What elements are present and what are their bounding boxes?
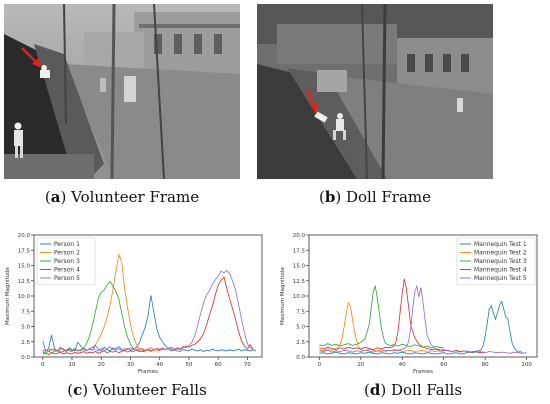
x-tick-label: 40 xyxy=(156,362,163,368)
y-tick-label: 10.0 xyxy=(293,294,306,300)
caption-b-label: b xyxy=(324,188,336,206)
y-tick-label: 17.5 xyxy=(293,248,306,254)
caption-a-text: Volunteer Frame xyxy=(71,188,200,206)
doll-falls-chart: 0.0 2.5 5.0 7.5 10.0 12.5 15.0 17.5 20.0 0 20 40 60 8… xyxy=(280,233,538,375)
legend-label: Person 1 xyxy=(54,241,80,248)
y-tick-label: 15.0 xyxy=(293,264,306,270)
x-tick-label: 30 xyxy=(127,362,134,368)
legend-label: Mannequin Test 4 xyxy=(474,267,527,274)
caption-b-text: Doll Frame xyxy=(345,188,432,206)
x-tick-label: 70 xyxy=(244,362,251,368)
x-tick-label: 60 xyxy=(215,362,222,368)
y-tick-label: 12.5 xyxy=(18,279,31,285)
x-tick-label: 100 xyxy=(521,362,532,368)
y-tick-label: 10.0 xyxy=(18,294,31,300)
x-tick-label: 80 xyxy=(482,362,489,368)
caption-a: (a) Volunteer Frame xyxy=(44,188,200,206)
y-tick-label: 2.5 xyxy=(296,340,305,346)
y-tick-label: 17.5 xyxy=(18,248,31,254)
caption-b: (b) Doll Frame xyxy=(318,188,432,206)
caption-c-label: c xyxy=(73,381,83,399)
volunteer-thermal-frame xyxy=(4,4,240,179)
y-tick-label: 12.5 xyxy=(293,279,306,285)
doll-thermal-image xyxy=(257,4,493,179)
x-tick-label: 10 xyxy=(69,362,76,368)
caption-c: (c) Volunteer Falls xyxy=(67,381,207,399)
legend-frame xyxy=(456,237,536,285)
y-tick-label: 15.0 xyxy=(18,264,31,270)
y-tick-label: 20.0 xyxy=(18,233,31,239)
legend-label: Mannequin Test 5 xyxy=(474,275,527,282)
y-tick-label: 0.0 xyxy=(21,355,30,361)
y-tick-label: 0.0 xyxy=(296,355,305,361)
x-tick-label: 40 xyxy=(399,362,406,368)
legend-label: Mannequin Test 1 xyxy=(474,241,527,248)
x-tick-label: 20 xyxy=(98,362,105,368)
x-axis-label: Frames xyxy=(138,369,158,375)
y-tick-label: 7.5 xyxy=(296,309,305,315)
legend-frame xyxy=(36,237,96,285)
y-axis-label: Maximum Magnitude xyxy=(5,266,11,325)
legend-label: Person 5 xyxy=(54,275,80,282)
legend-label: Person 3 xyxy=(54,258,80,265)
y-tick-label: 5.0 xyxy=(21,325,30,331)
series-line-2 xyxy=(319,301,444,353)
y-tick-label: 20.0 xyxy=(293,233,306,239)
doll-thermal-frame xyxy=(257,4,493,179)
caption-d: (d) Doll Falls xyxy=(363,381,463,399)
y-tick-label: 7.5 xyxy=(21,309,30,315)
series-line-5 xyxy=(42,269,254,353)
series-line-3 xyxy=(42,280,146,354)
series-line-1 xyxy=(319,300,523,355)
volunteer-thermal-image xyxy=(4,4,240,179)
x-tick-label: 0 xyxy=(41,362,45,368)
y-tick-label: 2.5 xyxy=(21,340,30,346)
legend-label: Mannequin Test 3 xyxy=(474,258,527,265)
caption-d-text: Doll Falls xyxy=(390,381,463,399)
legend-label: Person 2 xyxy=(54,250,80,257)
series-line-5 xyxy=(319,284,527,354)
x-tick-label: 50 xyxy=(185,362,192,368)
legend-label: Person 4 xyxy=(54,267,80,274)
volunteer-falls-chart: 0.0 2.5 5.0 7.5 10.0 12.5 15.0 17.5 20.0 0 10 20 30 4… xyxy=(5,233,263,375)
x-axis-label: Frames xyxy=(413,369,433,375)
caption-a-label: a xyxy=(50,188,61,206)
y-axis-label: Maximum Magnitude xyxy=(280,266,286,325)
x-tick-label: 0 xyxy=(318,362,322,368)
legend-label: Mannequin Test 2 xyxy=(474,250,527,257)
y-tick-label: 5.0 xyxy=(296,325,305,331)
x-tick-label: 20 xyxy=(357,362,364,368)
series-line-1 xyxy=(42,295,257,353)
caption-d-label: d xyxy=(369,381,381,399)
caption-c-text: Volunteer Falls xyxy=(92,381,207,399)
x-tick-label: 60 xyxy=(440,362,447,368)
series-line-3 xyxy=(319,284,444,349)
